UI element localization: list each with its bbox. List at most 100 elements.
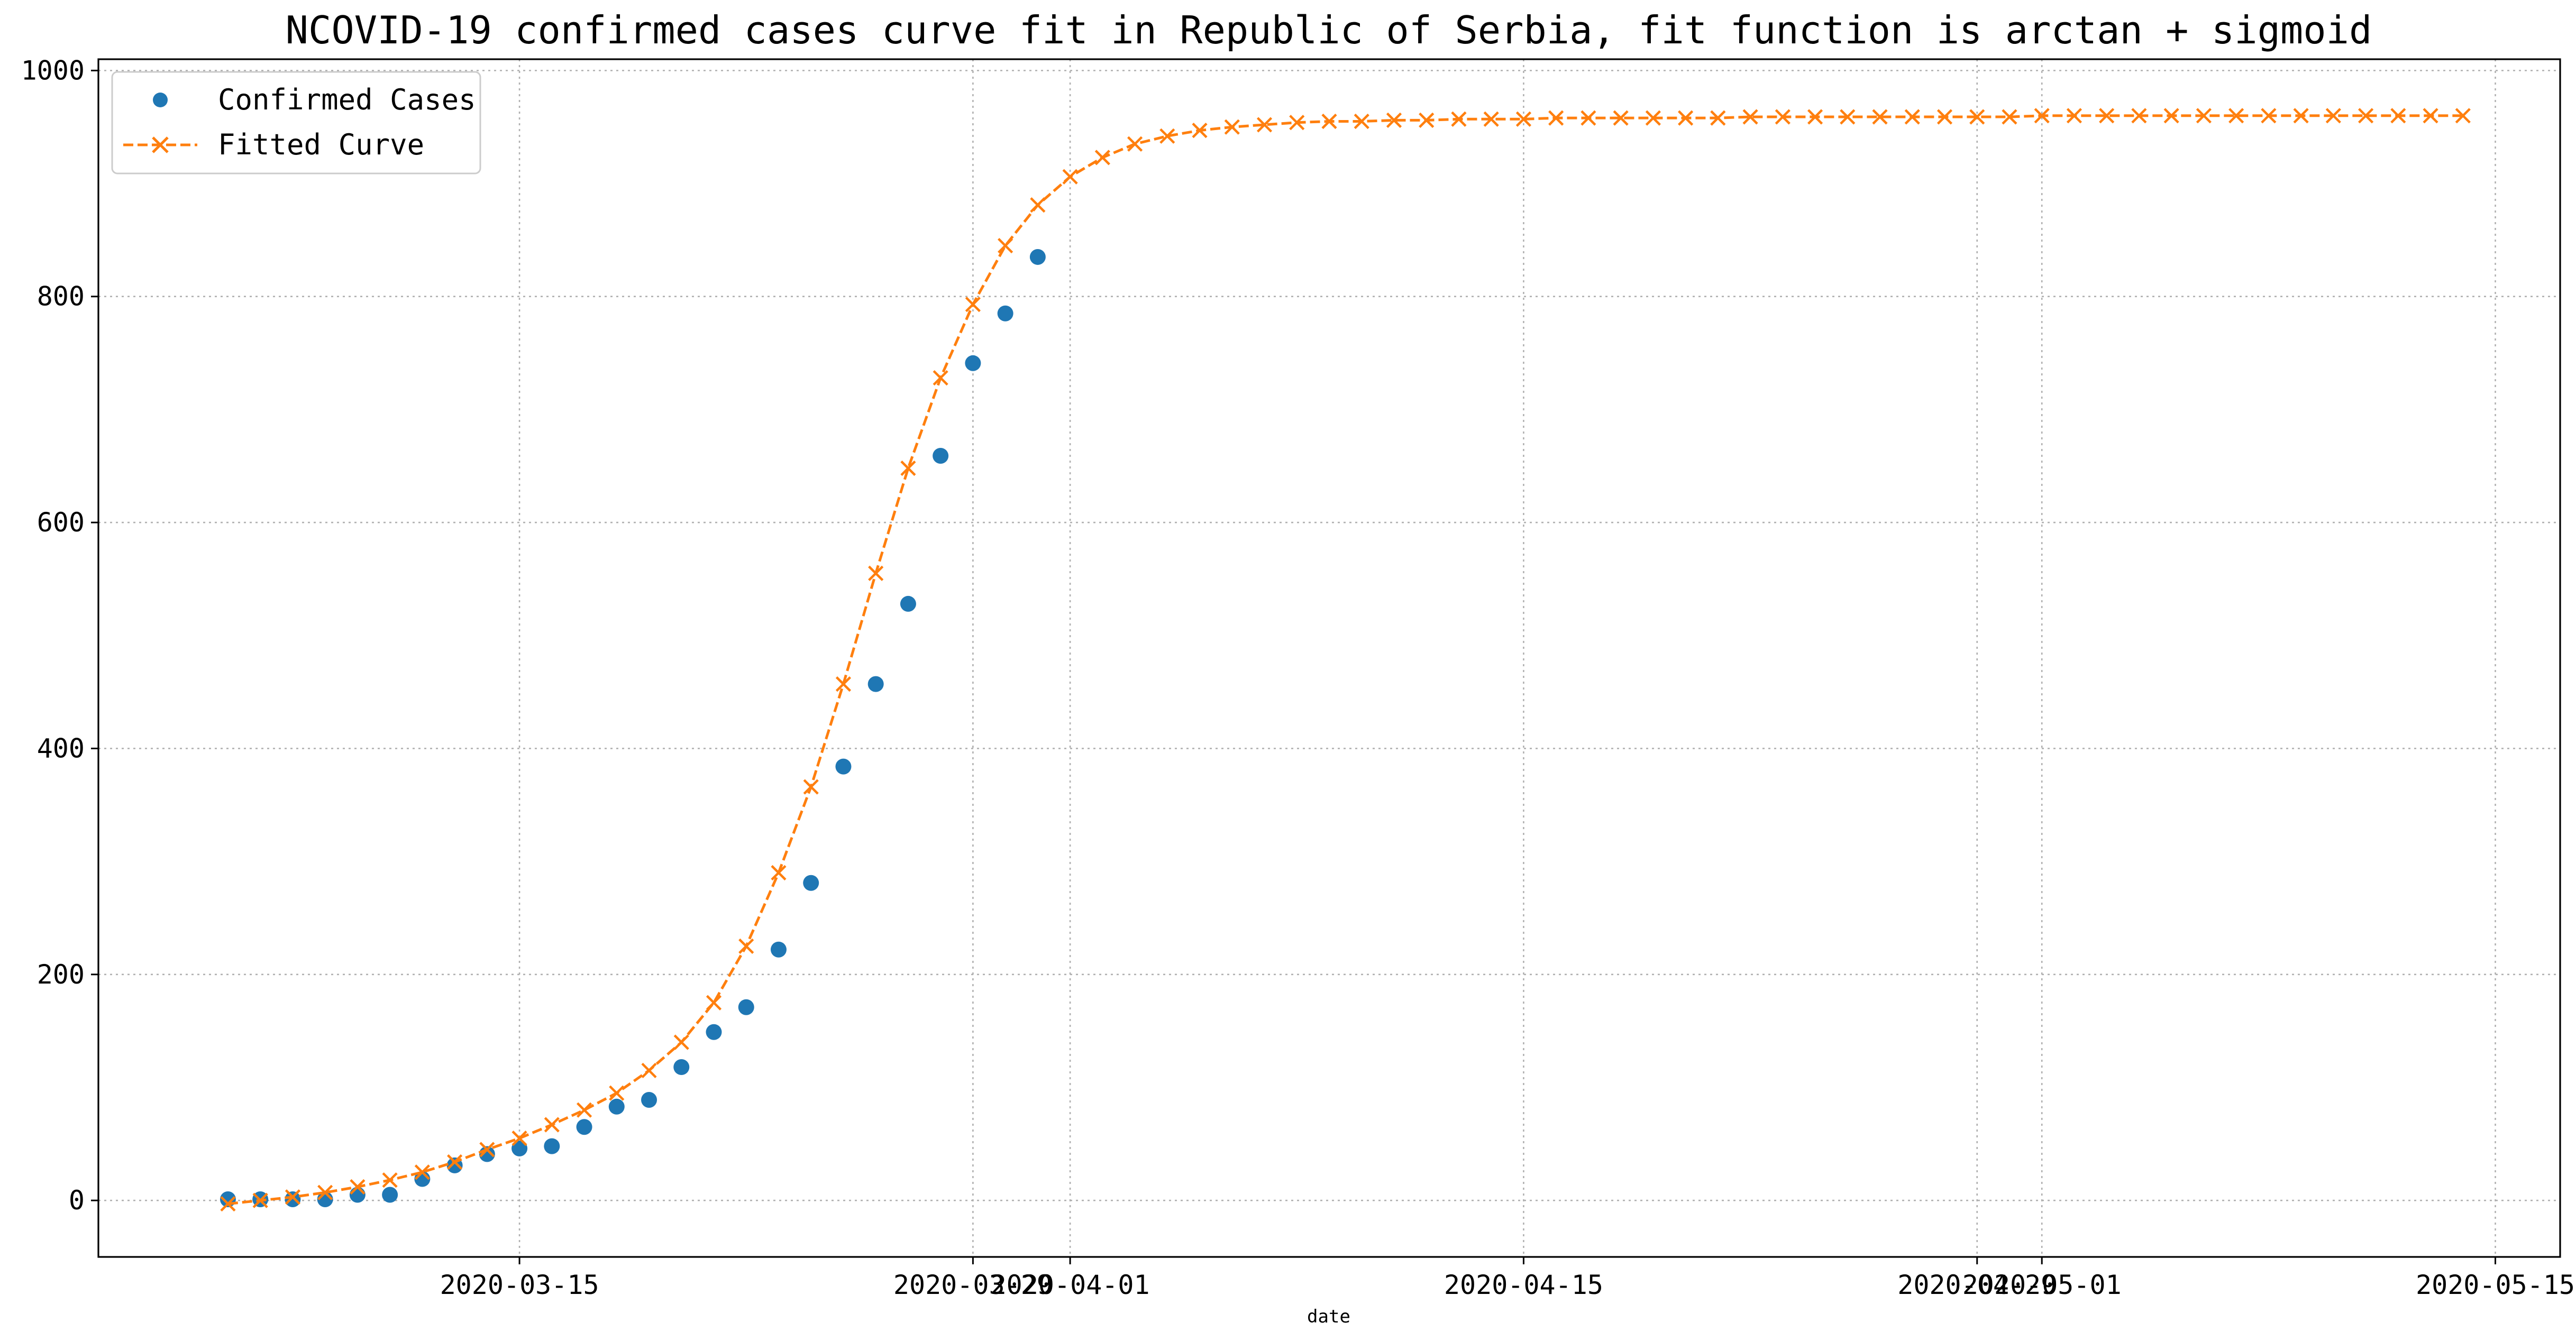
fitted-marker	[706, 995, 722, 1011]
fitted-marker	[1062, 169, 1078, 185]
y-tick-label: 200	[37, 959, 85, 990]
plot-area	[220, 108, 2471, 1212]
confirmed-point	[511, 1140, 528, 1156]
fitted-marker	[771, 865, 787, 881]
fitted-marker	[252, 1192, 268, 1208]
fitted-marker	[1969, 109, 1985, 125]
confirmed-point	[641, 1091, 657, 1108]
fitted-marker	[835, 676, 852, 692]
fitted-marker	[317, 1184, 333, 1200]
legend-label-fitted: Fitted Curve	[218, 128, 424, 161]
confirmed-point	[867, 676, 884, 692]
fitted-marker	[350, 1179, 366, 1195]
legend: Confirmed Cases Fitted Curve	[111, 71, 481, 174]
legend-marker-fitted	[152, 136, 169, 153]
y-tick-label: 400	[37, 733, 85, 764]
chart-title: NCOVID-19 confirmed cases curve fit in R…	[286, 8, 2372, 52]
fitted-marker	[2293, 108, 2309, 124]
fitted-marker	[609, 1085, 625, 1101]
fitted-marker	[1289, 115, 1305, 131]
fitted-marker	[2455, 108, 2471, 124]
confirmed-point	[544, 1138, 560, 1154]
fitted-marker	[2261, 108, 2277, 124]
axes-frame	[97, 58, 2561, 1258]
fitted-marker	[2034, 108, 2050, 124]
grid	[98, 59, 2560, 1257]
confirmed-point	[706, 1024, 722, 1040]
fitted-marker	[1840, 109, 1856, 125]
fitted-marker	[544, 1117, 560, 1133]
fitted-marker	[479, 1142, 495, 1158]
confirmed-point	[900, 595, 916, 612]
confirmed-point	[608, 1098, 625, 1115]
x-tick-label: 2020-04-15	[1444, 1270, 1603, 1300]
fitted-marker	[1613, 110, 1629, 126]
fitted-marker	[1872, 109, 1888, 125]
fitted-marker	[1548, 110, 1564, 126]
fitted-marker	[1483, 111, 1499, 127]
fitted-marker	[1678, 110, 1694, 126]
fitted-marker	[414, 1164, 430, 1180]
fitted-marker	[1256, 117, 1273, 133]
fitted-marker	[576, 1102, 592, 1118]
fitted-marker	[2390, 108, 2406, 124]
fitted-marker	[2358, 108, 2374, 124]
fitted-marker	[1192, 123, 1208, 139]
fitted-marker	[1807, 109, 1823, 125]
fitted-marker	[868, 565, 884, 581]
fitted-marker	[933, 370, 948, 386]
y-tick-label: 800	[37, 281, 85, 312]
fitted-marker	[2228, 108, 2244, 124]
fitted-marker	[1581, 110, 1596, 126]
fitted-marker	[965, 297, 981, 313]
fitted-marker	[2131, 108, 2147, 124]
fitted-marker	[1451, 111, 1467, 127]
confirmed-point	[673, 1059, 690, 1076]
fitted-marker	[2163, 108, 2179, 124]
fitted-marker	[1224, 119, 1240, 135]
fitted-marker	[2002, 109, 2017, 125]
fitted-marker	[803, 779, 819, 795]
x-axis-label: date	[1307, 1306, 1350, 1327]
fitted-marker	[998, 237, 1013, 254]
confirmed-point	[933, 448, 949, 464]
fitted-marker	[1775, 109, 1791, 125]
fitted-marker	[220, 1196, 236, 1212]
confirmed-point	[1029, 249, 1046, 265]
fitted-marker	[447, 1154, 463, 1170]
fitted-marker	[1127, 136, 1143, 152]
fitted-marker	[673, 1034, 689, 1050]
fitted-marker	[1742, 109, 1758, 125]
x-tick-label: 2020-03-29	[893, 1270, 1053, 1300]
fitted-marker	[1710, 110, 1726, 126]
confirmed-point	[835, 758, 852, 775]
legend-marker-confirmed	[153, 93, 168, 107]
fitted-marker	[1030, 197, 1046, 213]
fitted-marker	[1936, 109, 1953, 125]
y-tick-label: 0	[69, 1185, 85, 1216]
fitted-marker	[1419, 112, 1435, 128]
fitted-marker	[1386, 112, 1402, 128]
fitted-marker	[1645, 110, 1661, 126]
fitted-marker	[1159, 128, 1175, 144]
confirmed-point	[576, 1119, 592, 1135]
fitted-curve-line	[227, 114, 2463, 1206]
fitted-marker	[1354, 113, 1369, 130]
x-tick-label: 2020-04-29	[1897, 1270, 2057, 1300]
y-tick-label: 600	[37, 507, 85, 538]
x-tick-label: 2020-05-01	[1962, 1270, 2122, 1300]
fitted-marker	[2196, 108, 2212, 124]
confirmed-point	[738, 999, 754, 1015]
confirmed-point	[965, 355, 981, 371]
y-tick-label: 1000	[21, 55, 85, 86]
legend-box	[111, 71, 481, 174]
confirmed-point	[997, 305, 1013, 322]
fitted-marker	[738, 938, 754, 954]
fitted-marker	[1321, 113, 1337, 130]
fitted-marker	[1515, 111, 1532, 127]
fitted-marker	[1904, 109, 1920, 125]
legend-label-confirmed: Confirmed Cases	[218, 83, 476, 116]
confirmed-point	[803, 875, 819, 891]
